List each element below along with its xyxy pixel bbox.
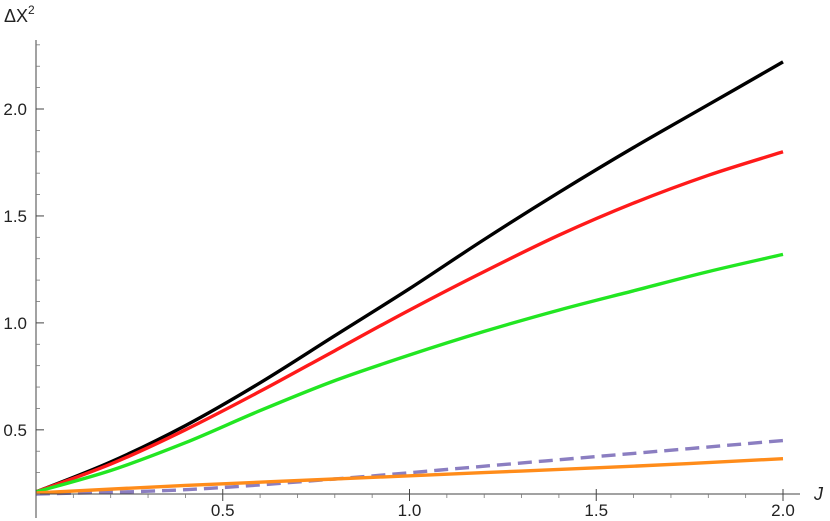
y-tick-label: 2.0 [3,100,27,119]
x-tick-label: 2.0 [771,501,795,520]
series-line-1 [35,60,784,494]
y-axis-title-base: ΔX [4,6,28,26]
y-tick-label: 1.0 [3,314,27,333]
x-axis-title: J [813,484,824,504]
series-line-2 [35,150,784,494]
x-tick-label: 1.5 [584,501,608,520]
y-tick-label: 0.5 [3,421,27,440]
y-tick-label: 1.5 [3,207,27,226]
series-line-4 [35,438,784,496]
y-axis-title-superscript: 2 [28,3,35,17]
curves [35,60,784,496]
y-axis-title: ΔX2 [4,3,35,26]
series-line-3 [35,252,784,494]
series-line-5 [35,457,784,495]
x-tick-label: 1.0 [398,501,422,520]
axis-ticks: 0.5 1.0 1.5 2.0 0.5 1.0 1.5 2.0 [3,44,795,520]
x-tick-label: 0.5 [211,501,235,520]
